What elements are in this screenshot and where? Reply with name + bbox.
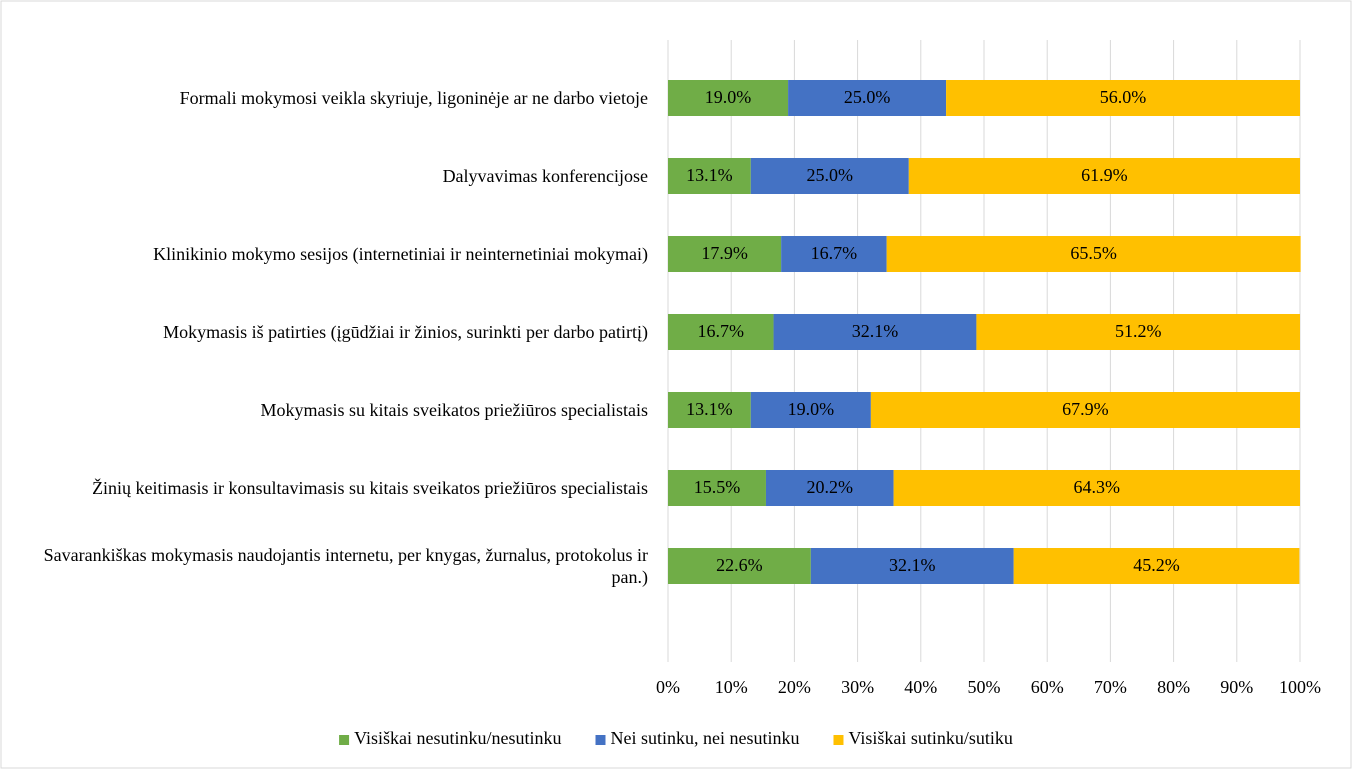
x-tick-label: 0% <box>656 677 680 697</box>
bar-segment <box>781 236 887 272</box>
data-label: 45.2% <box>1133 555 1180 575</box>
bar-segment <box>788 80 947 116</box>
bar-segment <box>765 470 894 506</box>
bar-segment <box>773 314 977 350</box>
y-tick-label: Mokymasis su kitais sveikatos priežiūros… <box>260 400 648 420</box>
bar-segment <box>668 236 782 272</box>
data-label: 15.5% <box>694 477 741 497</box>
bar-segment <box>908 158 1300 194</box>
legend-swatch <box>595 735 606 745</box>
bar-segment <box>870 392 1300 428</box>
x-tick-label: 80% <box>1157 677 1190 697</box>
y-tick-label: Formali mokymosi veikla skyriuje, ligoni… <box>179 88 648 108</box>
data-label: 20.2% <box>807 477 854 497</box>
bar-segment <box>668 158 751 194</box>
x-tick-label: 100% <box>1279 677 1321 697</box>
x-tick-label: 30% <box>841 677 874 697</box>
data-label: 16.7% <box>698 321 745 341</box>
data-label: 22.6% <box>716 555 763 575</box>
x-tick-label: 90% <box>1220 677 1253 697</box>
y-tick-label: Klinikinio mokymo sesijos (internetiniai… <box>153 244 648 264</box>
bar-segment <box>810 548 1014 584</box>
data-label: 19.0% <box>705 87 752 107</box>
bar-segment <box>946 80 1300 116</box>
data-label: 51.2% <box>1115 321 1162 341</box>
data-label: 56.0% <box>1100 87 1147 107</box>
data-label: 61.9% <box>1081 165 1128 185</box>
legend-swatch <box>339 735 350 745</box>
x-tick-label: 40% <box>904 677 937 697</box>
y-tick-label: Savarankiškas mokymasis naudojantis inte… <box>43 545 648 587</box>
bar-segment <box>893 470 1300 506</box>
bar-segment <box>976 314 1300 350</box>
x-tick-label: 10% <box>715 677 748 697</box>
legend-label: Visiškai sutinku/sutiku <box>848 728 1012 748</box>
data-label: 67.9% <box>1062 399 1109 419</box>
y-tick-label: Mokymasis iš patirties (įgūdžiai ir žini… <box>163 322 648 342</box>
x-tick-label: 50% <box>968 677 1001 697</box>
data-label: 65.5% <box>1070 243 1117 263</box>
legend-swatch <box>833 735 844 745</box>
bar-segment <box>668 80 789 116</box>
bar-segment <box>886 236 1301 272</box>
legend-label: Visiškai nesutinku/nesutinku <box>354 728 561 748</box>
y-tick-label: Žinių keitimasis ir konsultavimasis su k… <box>92 478 648 498</box>
data-label: 13.1% <box>686 399 733 419</box>
data-label: 16.7% <box>811 243 858 263</box>
data-label: 25.0% <box>844 87 891 107</box>
bar-segment <box>668 548 811 584</box>
bar-segment <box>750 158 909 194</box>
data-label: 19.0% <box>788 399 835 419</box>
data-label: 32.1% <box>889 555 936 575</box>
y-tick-label: Dalyvavimas konferencijose <box>442 166 648 186</box>
data-label: 17.9% <box>701 243 748 263</box>
data-label: 13.1% <box>686 165 733 185</box>
bar-segment <box>750 392 871 428</box>
bar-segment <box>668 470 766 506</box>
x-tick-label: 20% <box>778 677 811 697</box>
x-tick-label: 70% <box>1094 677 1127 697</box>
bar-segment <box>668 314 774 350</box>
legend-label: Nei sutinku, nei nesutinku <box>611 728 800 748</box>
data-label: 32.1% <box>852 321 899 341</box>
bar-segment <box>668 392 751 428</box>
data-label: 25.0% <box>807 165 854 185</box>
x-tick-label: 60% <box>1031 677 1064 697</box>
data-label: 64.3% <box>1074 477 1121 497</box>
bar-segment <box>1013 548 1300 584</box>
